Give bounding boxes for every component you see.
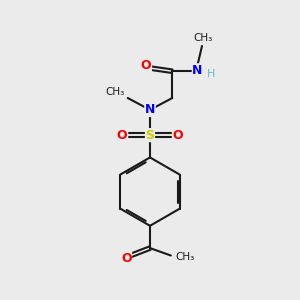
Text: CH₃: CH₃ [175, 252, 194, 262]
Text: N: N [145, 103, 155, 116]
Text: N: N [192, 64, 203, 77]
Text: O: O [141, 59, 152, 72]
Text: O: O [121, 252, 131, 265]
Text: O: O [117, 129, 128, 142]
Text: H: H [207, 69, 216, 79]
Text: S: S [146, 129, 154, 142]
Text: O: O [172, 129, 183, 142]
Text: CH₃: CH₃ [106, 86, 125, 97]
Text: CH₃: CH₃ [194, 33, 213, 43]
